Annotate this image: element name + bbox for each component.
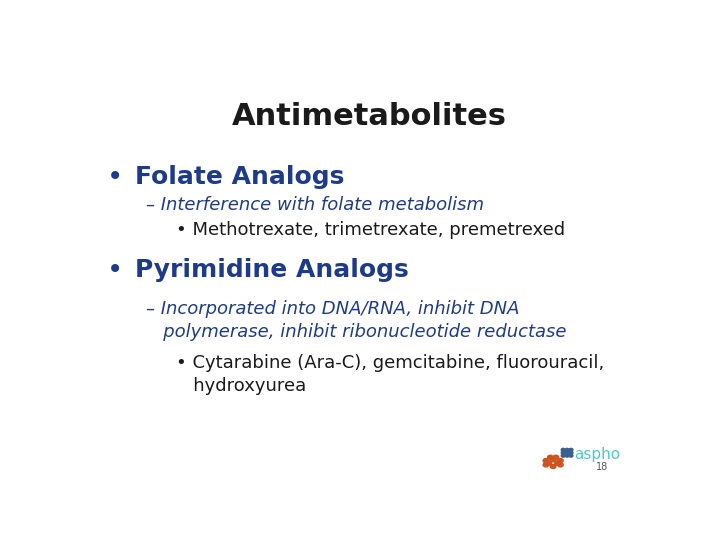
Circle shape bbox=[561, 448, 565, 451]
Circle shape bbox=[565, 451, 569, 454]
Circle shape bbox=[565, 448, 569, 451]
Text: 18: 18 bbox=[595, 462, 608, 472]
Text: – Incorporated into DNA/RNA, inhibit DNA
   polymerase, inhibit ribonucleotide r: – Incorporated into DNA/RNA, inhibit DNA… bbox=[145, 300, 567, 341]
Circle shape bbox=[561, 451, 565, 454]
Circle shape bbox=[555, 461, 560, 465]
Circle shape bbox=[550, 458, 556, 462]
Circle shape bbox=[569, 448, 573, 451]
Circle shape bbox=[546, 461, 552, 465]
Text: – Interference with folate metabolism: – Interference with folate metabolism bbox=[145, 196, 484, 214]
Circle shape bbox=[543, 463, 549, 467]
Circle shape bbox=[569, 451, 573, 454]
Text: •: • bbox=[107, 256, 123, 284]
Circle shape bbox=[565, 454, 569, 457]
Text: Pyrimidine Analogs: Pyrimidine Analogs bbox=[135, 258, 408, 282]
Circle shape bbox=[550, 464, 556, 469]
Circle shape bbox=[553, 455, 559, 460]
Circle shape bbox=[557, 458, 563, 463]
Text: aspho: aspho bbox=[575, 447, 621, 462]
Text: • Methotrexate, trimetrexate, premetrexed: • Methotrexate, trimetrexate, premetrexe… bbox=[176, 221, 566, 239]
Circle shape bbox=[569, 454, 573, 457]
Circle shape bbox=[547, 455, 553, 460]
Text: Folate Analogs: Folate Analogs bbox=[135, 165, 344, 188]
Circle shape bbox=[543, 458, 549, 463]
Text: •: • bbox=[107, 163, 123, 191]
Text: • Cytarabine (Ara-C), gemcitabine, fluorouracil,
   hydroxyurea: • Cytarabine (Ara-C), gemcitabine, fluor… bbox=[176, 354, 605, 395]
Circle shape bbox=[557, 463, 563, 467]
Text: Antimetabolites: Antimetabolites bbox=[232, 102, 506, 131]
Circle shape bbox=[561, 454, 565, 457]
